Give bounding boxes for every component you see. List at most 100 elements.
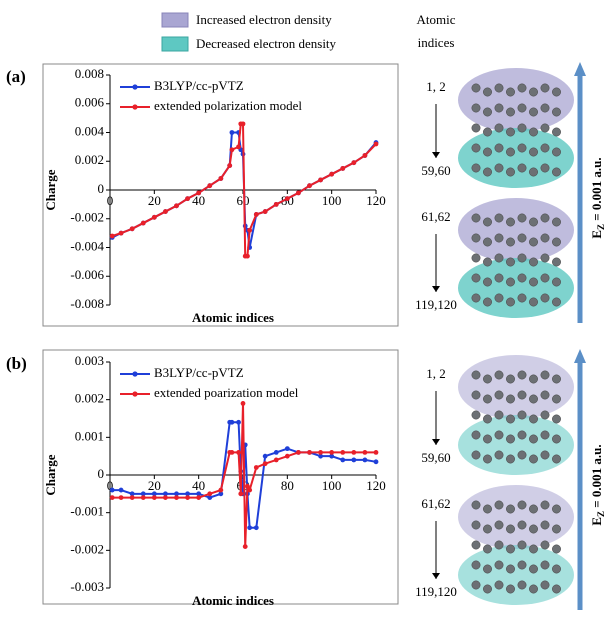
atom (529, 108, 537, 116)
atom (472, 411, 480, 419)
atom (506, 415, 514, 423)
point (110, 234, 115, 239)
atom (506, 88, 514, 96)
page: {"figure": { "density_legend": [{"label"… (0, 0, 611, 619)
atom (472, 164, 480, 172)
point (307, 183, 312, 188)
atom (552, 218, 560, 226)
point (243, 544, 248, 549)
point (196, 190, 201, 195)
atom (529, 375, 537, 383)
atom (552, 298, 560, 306)
atomic-index: 61,62 (421, 496, 450, 511)
atom (541, 541, 549, 549)
atom (529, 278, 537, 286)
atom (529, 298, 537, 306)
point (230, 420, 235, 425)
point (241, 401, 246, 406)
atom (518, 391, 526, 399)
x-tick-label: 120 (366, 193, 386, 208)
point (263, 454, 268, 459)
atom (552, 585, 560, 593)
atom (529, 505, 537, 513)
atom (518, 294, 526, 302)
atom (506, 298, 514, 306)
atom (552, 168, 560, 176)
y-tick-label: -0.004 (70, 238, 104, 253)
atom (495, 234, 503, 242)
atom (529, 88, 537, 96)
atom (529, 218, 537, 226)
atom (483, 375, 491, 383)
atom (495, 214, 503, 222)
atom (483, 238, 491, 246)
atom (506, 128, 514, 136)
atom (495, 541, 503, 549)
point (119, 495, 124, 500)
atom (518, 124, 526, 132)
atom (541, 214, 549, 222)
atom (518, 411, 526, 419)
density-lobe (458, 355, 574, 419)
atom (495, 561, 503, 569)
atomic-index: 1, 2 (426, 366, 446, 381)
point (374, 459, 379, 464)
atom (541, 84, 549, 92)
atom (472, 294, 480, 302)
atom (472, 254, 480, 262)
atom (541, 561, 549, 569)
atom (472, 561, 480, 569)
point (254, 212, 259, 217)
atom (518, 274, 526, 282)
atom (506, 278, 514, 286)
point (340, 450, 345, 455)
point (329, 450, 334, 455)
field-label-part: E (589, 517, 604, 526)
point (130, 495, 135, 500)
atom (518, 541, 526, 549)
point (247, 228, 252, 233)
atom (506, 238, 514, 246)
atom (495, 124, 503, 132)
atom (472, 501, 480, 509)
atom (552, 128, 560, 136)
density-lobe (458, 198, 574, 262)
atom (529, 585, 537, 593)
point (374, 142, 379, 147)
point (236, 450, 241, 455)
atom (529, 415, 537, 423)
atom (506, 435, 514, 443)
field-label-part: = 0.001 a.u. (589, 157, 604, 224)
atom (518, 371, 526, 379)
point (329, 172, 334, 177)
y-tick-label: -0.001 (70, 504, 104, 519)
atom (541, 144, 549, 152)
density-lobe (458, 68, 574, 132)
atom (483, 298, 491, 306)
point (247, 525, 252, 530)
atom (483, 525, 491, 533)
field-arrow-head (574, 349, 586, 363)
y-tick-label: 0.001 (75, 428, 104, 443)
point (351, 450, 356, 455)
x-tick-label: 120 (366, 478, 386, 493)
point (263, 461, 268, 466)
point (274, 450, 279, 455)
point (318, 450, 323, 455)
y-axis-title: Charge (43, 454, 58, 495)
atom (472, 391, 480, 399)
atom (472, 274, 480, 282)
atom (483, 128, 491, 136)
atom (483, 565, 491, 573)
atom (552, 455, 560, 463)
atom (495, 391, 503, 399)
point (274, 202, 279, 207)
field-label: EZ = 0.001 a.u. (589, 157, 606, 238)
atom (552, 278, 560, 286)
point (218, 488, 223, 493)
point (185, 495, 190, 500)
atom (518, 144, 526, 152)
density-lobe (458, 485, 574, 549)
atom (541, 234, 549, 242)
atom (518, 254, 526, 262)
